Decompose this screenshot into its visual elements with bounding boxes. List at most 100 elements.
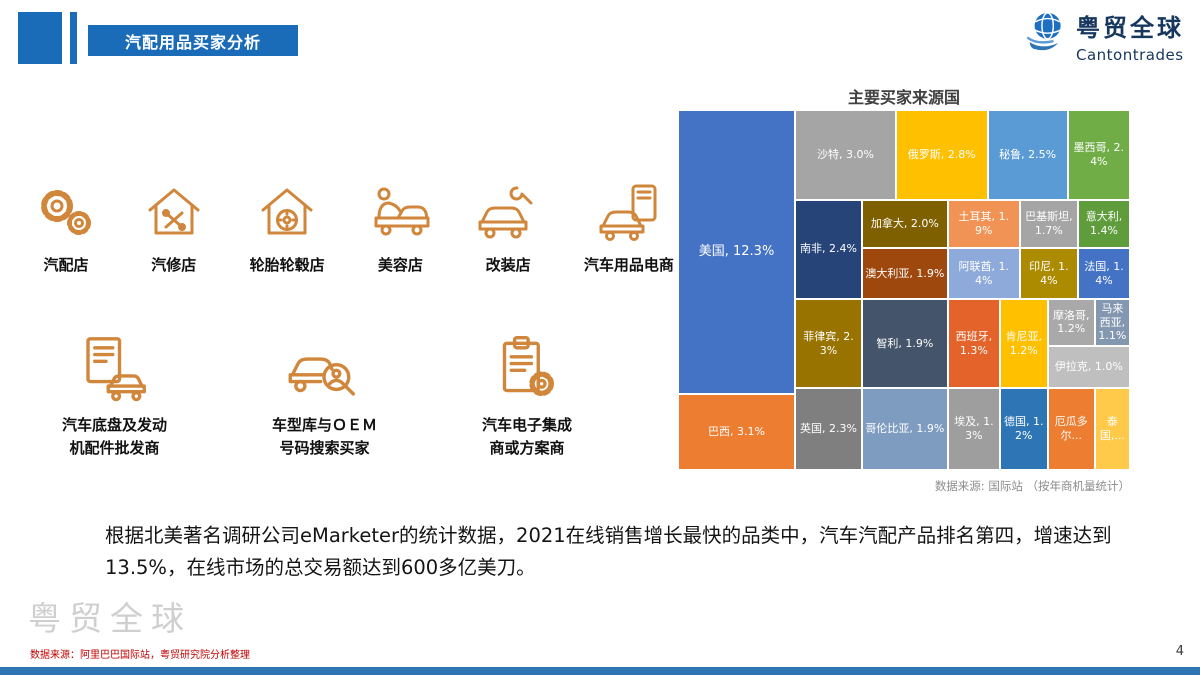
treemap-tile-label: 英国, 2.3%	[800, 422, 857, 436]
treemap-tile: 意大利, 1.4%	[1078, 199, 1130, 249]
treemap-tile-label: 俄罗斯, 2.8%	[907, 147, 976, 161]
treemap-tile: 巴西, 3.1%	[678, 393, 796, 470]
treemap-tile: 智利, 1.9%	[861, 299, 948, 389]
chart-title: 主要买家来源国	[847, 88, 960, 107]
treemap-tile: 澳大利亚, 1.9%	[861, 248, 948, 299]
category-label: 汽修店	[151, 256, 197, 274]
treemap-tile: 加拿大, 2.0%	[861, 199, 948, 249]
treemap-tile-label: 土耳其, 1.9%	[958, 210, 1010, 237]
treemap-tile-label: 厄瓜多尔...	[1054, 415, 1088, 443]
treemap-tile-label: 南非, 2.4%	[800, 242, 857, 256]
treemap-tile: 英国, 2.3%	[795, 388, 862, 470]
treemap-tile: 泰国,...	[1094, 388, 1130, 470]
treemap-tile-label: 泰国,...	[1099, 415, 1125, 443]
body-text: 根据北美著名调研公司eMarketer的统计数据，2021在线销售增长最快的品类…	[105, 524, 1112, 580]
treemap-tile-label: 肯尼亚, 1.2%	[1005, 329, 1043, 357]
integrator-icon	[491, 332, 563, 404]
category-label: 改装店	[485, 256, 531, 274]
treemap-tile-label: 秘鲁, 2.5%	[999, 147, 1057, 161]
ecommerce-icon	[597, 180, 661, 244]
treemap-chart: 美国, 12.3% 巴西, 3.1% 沙特, 3.0% 俄罗斯, 2.8% 秘鲁, 2.…	[678, 110, 1130, 470]
treemap-tile-label: 德国, 1.2%	[1004, 415, 1044, 443]
page-number: 4	[1175, 644, 1184, 659]
header-accent-block	[18, 12, 62, 64]
logo-text: 粤贸全球 Cantontrades	[1076, 8, 1184, 64]
chart-source-note: 数据来源: 国际站 （按年商机量统计）	[934, 479, 1130, 493]
treemap-tile: 菲律宾, 2.3%	[795, 299, 862, 389]
globe-icon	[1020, 8, 1072, 64]
category-label: 美容店	[377, 256, 423, 274]
buyer-type-item: 车型库与ＯＥＭ 号码搜索买家	[272, 332, 377, 459]
treemap-tile: 伊拉克, 1.0%	[1047, 345, 1130, 389]
buyer-type-item: 汽车底盘及发动 机配件批发商	[62, 332, 167, 459]
treemap-tile-label: 埃及, 1.3%	[954, 415, 994, 443]
bottom-bar	[0, 667, 1200, 675]
logo-name: 粤贸全球	[1076, 14, 1184, 42]
shop-type-list: 汽配店 汽修店 轮胎轮毂店 美容店 改装店 汽车用品电商	[34, 180, 674, 277]
treemap-tile: 德国, 1.2%	[999, 388, 1048, 470]
shop-type-item: 汽配店	[34, 180, 98, 277]
buyer-type-item: 汽车电子集成 商或方案商	[482, 332, 572, 459]
category-label: 汽车底盘及发动 机配件批发商	[62, 416, 168, 457]
header-accent-stripe	[70, 12, 77, 64]
treemap-tile: 马来西亚, 1.1%	[1094, 299, 1130, 346]
treemap-tile: 哥伦比亚, 1.9%	[861, 388, 948, 470]
treemap-tile: 巴基斯坦, 1.7%	[1019, 199, 1078, 249]
treemap-tile-label: 巴西, 3.1%	[708, 424, 765, 438]
treemap-tile: 土耳其, 1.9%	[947, 199, 1020, 249]
treemap-tile-label: 印尼, 1.4%	[1029, 259, 1069, 287]
treemap-tile-label: 墨西哥, 2.4%	[1073, 141, 1125, 168]
treemap-tile-label: 智利, 1.9%	[876, 336, 934, 350]
category-label: 汽车用品电商	[583, 256, 674, 274]
treemap-tile-label: 沙特, 3.0%	[816, 147, 874, 161]
page-title-text: 汽配用品买家分析	[124, 32, 261, 52]
category-label: 汽配店	[43, 256, 89, 274]
logo: 粤贸全球 Cantontrades	[1020, 8, 1184, 64]
treemap-tile: 墨西哥, 2.4%	[1067, 110, 1130, 200]
treemap-tile-label: 意大利, 1.4%	[1085, 210, 1123, 237]
tuning-icon	[476, 180, 540, 244]
detailing-icon	[368, 180, 432, 244]
treemap-tile: 秘鲁, 2.5%	[987, 110, 1068, 200]
page-title: 汽配用品买家分析	[88, 25, 298, 56]
shop-type-item: 改装店	[476, 180, 540, 277]
treemap-tile: 肯尼亚, 1.2%	[999, 299, 1048, 389]
shop-type-item: 汽修店	[142, 180, 206, 277]
tire-shop-icon	[255, 180, 319, 244]
treemap-tile-label: 菲律宾, 2.3%	[803, 329, 854, 357]
treemap-tile-label: 澳大利亚, 1.9%	[865, 266, 945, 280]
shop-type-item: 汽车用品电商	[584, 180, 674, 277]
treemap-tile-label: 西班牙, 1.3%	[955, 329, 993, 357]
treemap-tile-label: 马来西亚, 1.1%	[1098, 301, 1127, 343]
treemap-tile: 美国, 12.3%	[678, 110, 796, 394]
watermark: 粤贸全球	[28, 599, 192, 638]
treemap-tile: 厄瓜多尔...	[1047, 388, 1095, 470]
treemap-tile: 摩洛哥, 1.2%	[1047, 299, 1095, 346]
treemap-tile-label: 哥伦比亚, 1.9%	[865, 422, 945, 436]
category-label: 车型库与ＯＥＭ 号码搜索买家	[271, 416, 377, 457]
treemap-tile-label: 美国, 12.3%	[698, 243, 775, 259]
shop-type-item: 轮胎轮毂店	[250, 180, 325, 277]
treemap-tile: 沙特, 3.0%	[795, 110, 896, 200]
treemap-tile-label: 伊拉克, 1.0%	[1054, 360, 1123, 374]
treemap-tile: 阿联酋, 1.4%	[947, 248, 1020, 299]
treemap-tile: 南非, 2.4%	[795, 199, 862, 299]
wholesale-icon	[79, 332, 151, 404]
oem-search-icon	[288, 332, 360, 404]
treemap-tile: 印尼, 1.4%	[1019, 248, 1078, 299]
treemap-tile: 西班牙, 1.3%	[947, 299, 1000, 389]
logo-subtitle: Cantontrades	[1076, 46, 1184, 64]
treemap-tile-label: 阿联酋, 1.4%	[958, 259, 1010, 287]
treemap-tile-label: 巴基斯坦, 1.7%	[1025, 210, 1073, 237]
category-label: 汽车电子集成 商或方案商	[481, 416, 572, 457]
treemap-tile: 俄罗斯, 2.8%	[895, 110, 988, 200]
footer-source: 数据来源：阿里巴巴国际站，粤贸研究院分析整理	[30, 650, 250, 661]
treemap-tile-label: 法国, 1.4%	[1084, 259, 1124, 287]
gears-icon	[34, 180, 98, 244]
treemap-tile-label: 摩洛哥, 1.2%	[1052, 308, 1090, 336]
shop-type-item: 美容店	[368, 180, 432, 277]
treemap-tile-label: 加拿大, 2.0%	[870, 217, 939, 231]
treemap-tile: 埃及, 1.3%	[947, 388, 1000, 470]
buyer-type-list: 汽车底盘及发动 机配件批发商 车型库与ＯＥＭ 号码搜索买家 汽车电子集成 商或方案商	[62, 332, 572, 459]
category-label: 轮胎轮毂店	[249, 256, 325, 274]
